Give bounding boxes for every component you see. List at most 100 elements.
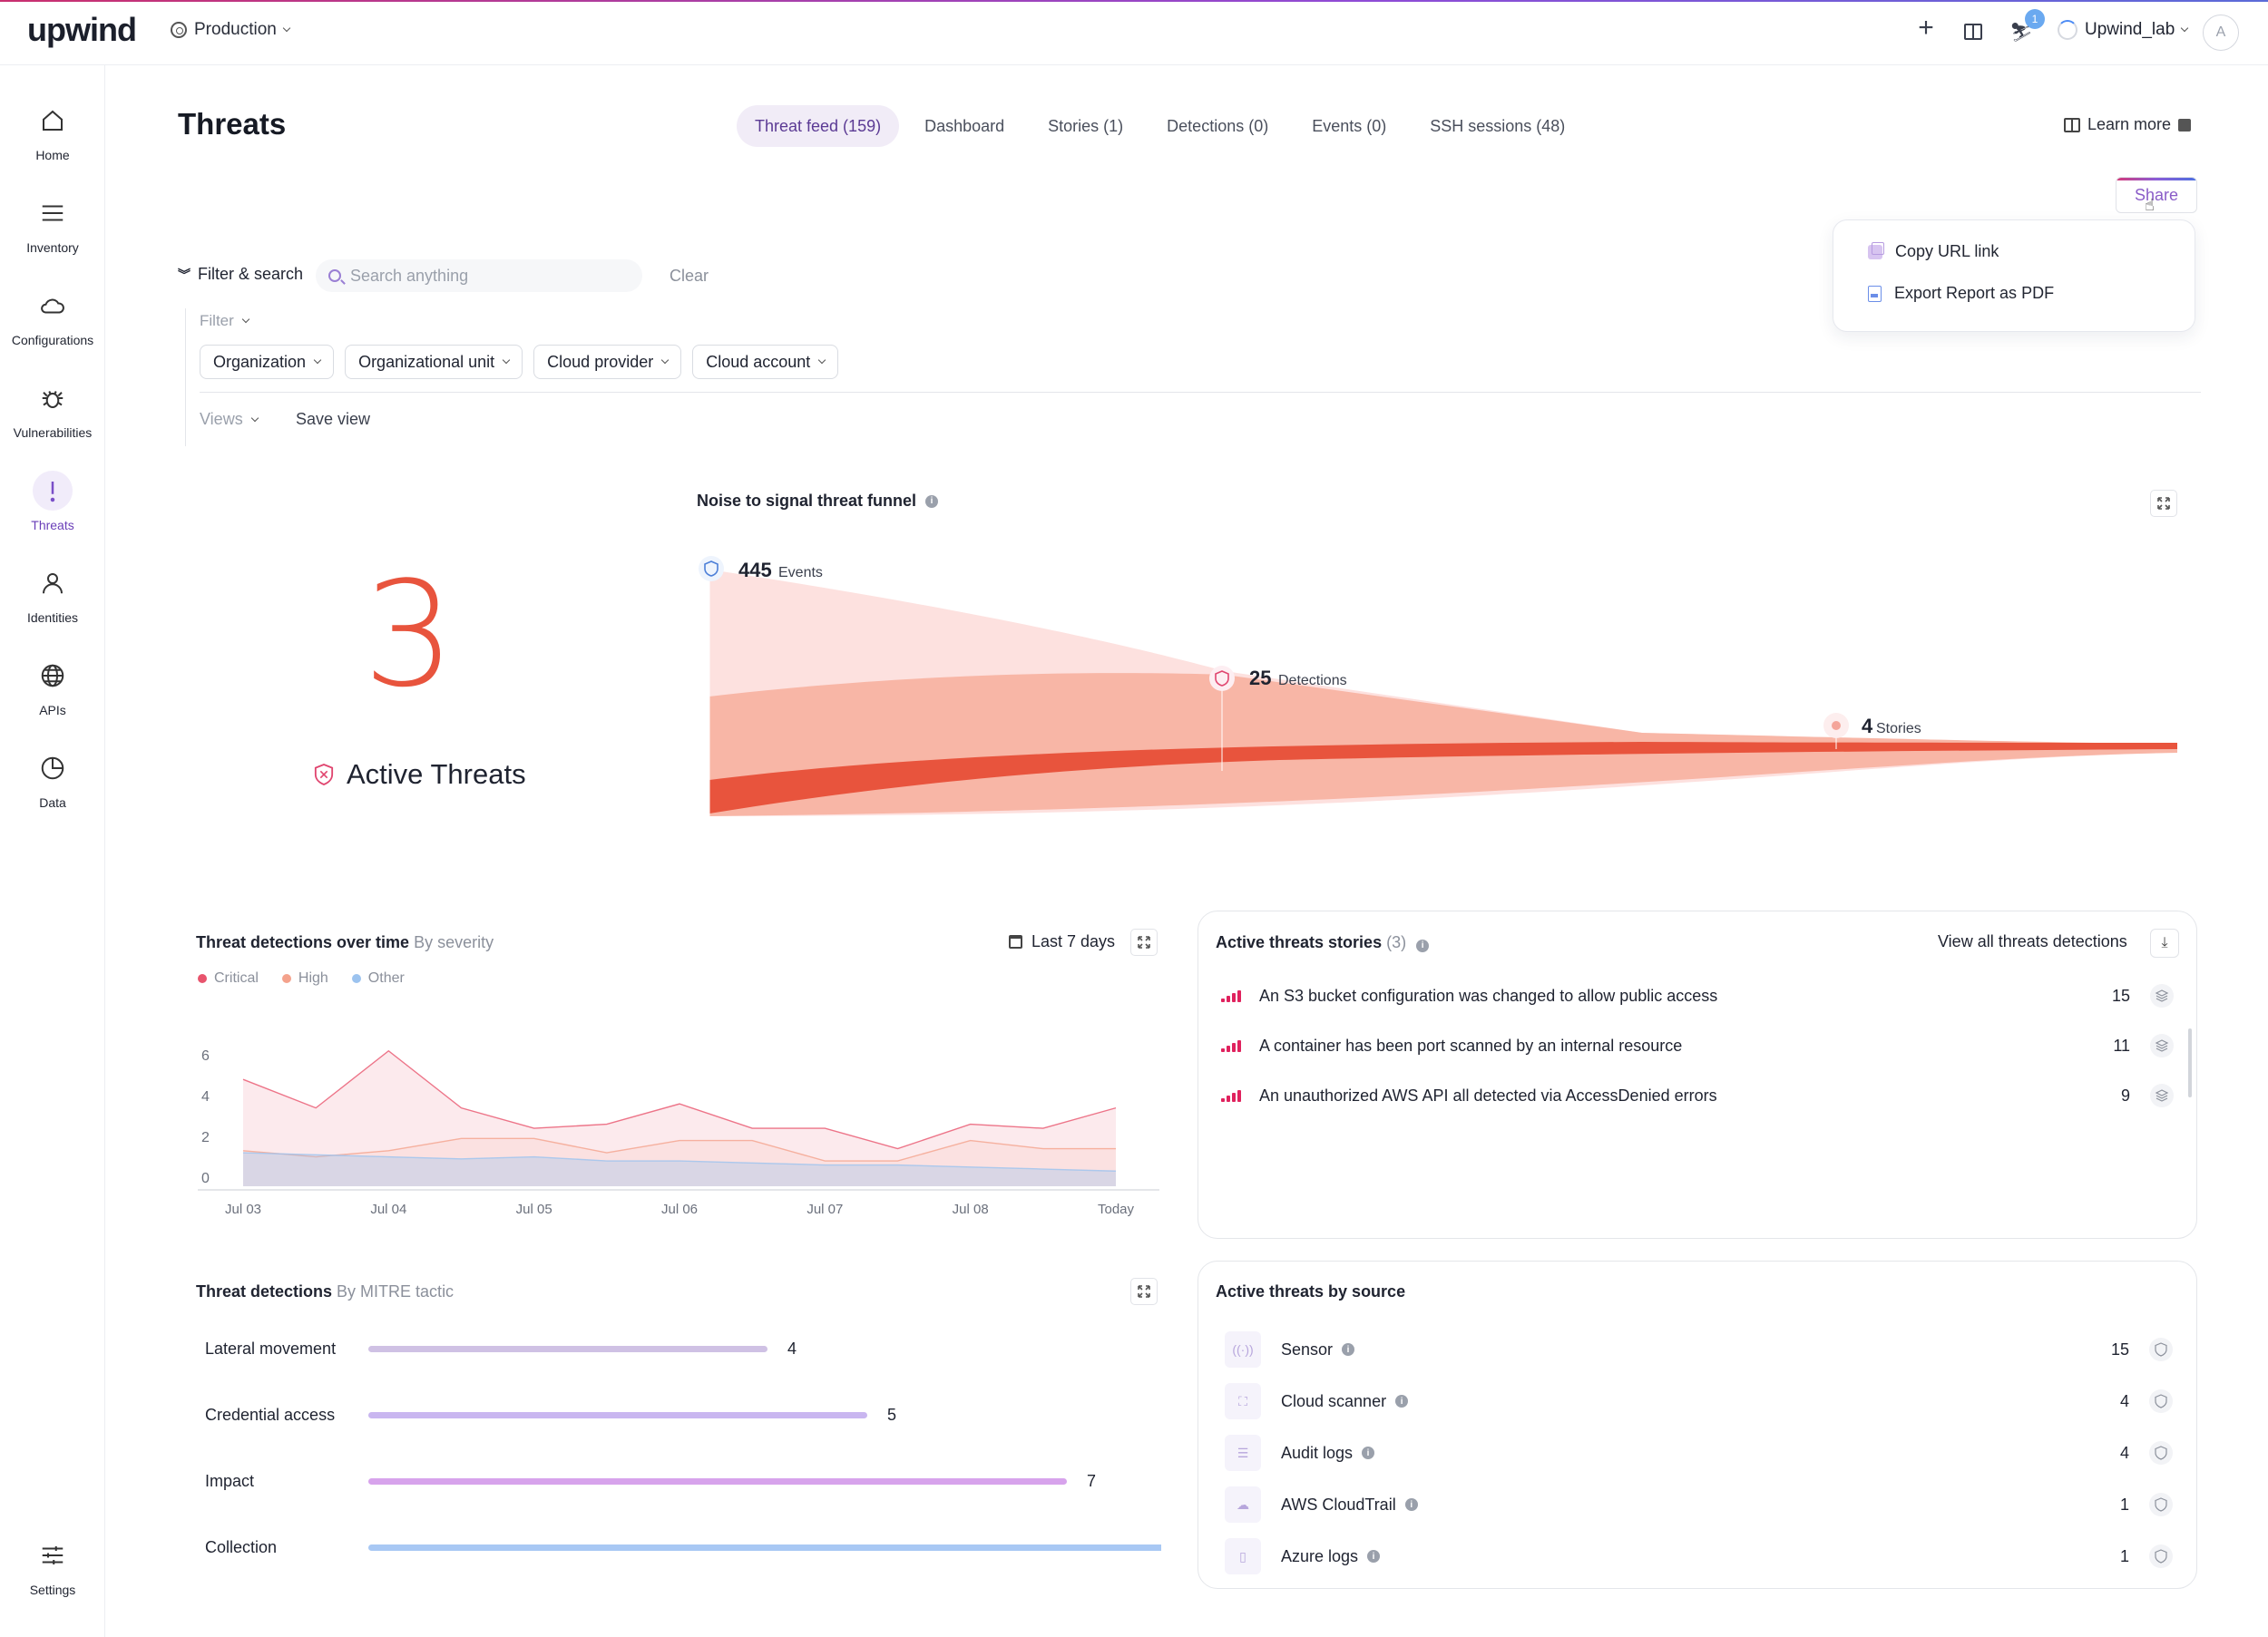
layers-icon[interactable] [2150, 1034, 2174, 1057]
person-icon [33, 563, 73, 603]
bar-value-label: 4 [787, 1340, 797, 1358]
notification-badge: 1 [2025, 9, 2045, 29]
sidebar-item-home[interactable]: Home [0, 91, 105, 172]
info-icon[interactable]: i [925, 494, 939, 508]
info-icon[interactable]: i [1362, 1447, 1375, 1459]
tab-threat-feed[interactable]: Threat feed (159) [737, 105, 900, 147]
learn-more-link[interactable]: Learn more [2064, 115, 2192, 134]
sidebar-item-label: Vulnerabilities [13, 425, 93, 440]
copy-url-menu-item[interactable]: Copy URL link [1868, 241, 1999, 261]
globe-icon [33, 656, 73, 696]
date-range-select[interactable]: Last 7 days [1009, 932, 1115, 951]
chevron-down-icon [818, 356, 826, 365]
source-label: Sensor [1281, 1340, 1334, 1359]
share-button[interactable]: Share [2116, 177, 2197, 213]
funnel-title: Noise to signal threat funnel i [697, 492, 939, 511]
story-row[interactable]: An unauthorized AWS API all detected via… [1221, 1077, 2174, 1114]
story-row[interactable]: An S3 bucket configuration was changed t… [1221, 978, 2174, 1014]
timeline-chart: 6 4 2 0 Jul 03 Jul 04 Jul 05 Jul 06 Jul 07 Jul 08… [198, 1048, 1159, 1217]
source-count: 1 [2119, 1495, 2129, 1514]
sidebar-item-settings[interactable]: Settings [0, 1525, 105, 1607]
log-icon: ☰ [1225, 1435, 1261, 1471]
shield-icon[interactable] [2149, 1441, 2173, 1465]
chip-organizational-unit[interactable]: Organizational unit [345, 345, 523, 379]
notification-icon[interactable]: ⛷ [2009, 22, 2033, 43]
timeline-subtitle: By severity [414, 933, 494, 951]
timeline-expand-button[interactable] [1130, 929, 1158, 956]
tab-stories[interactable]: Stories (1) [1048, 116, 1124, 135]
stories-scrollbar[interactable] [2188, 1028, 2192, 1097]
environment-label: Production [194, 20, 277, 39]
sidebar-item-apis[interactable]: APIs [0, 646, 105, 727]
source-count: 1 [2119, 1546, 2129, 1565]
tab-detections[interactable]: Detections (0) [1167, 116, 1269, 135]
shield-icon[interactable] [2149, 1389, 2173, 1413]
info-icon[interactable]: i [1342, 1343, 1355, 1356]
layers-icon[interactable] [2150, 1084, 2174, 1107]
legend-high[interactable]: High [281, 970, 328, 987]
tab-dashboard[interactable]: Dashboard [924, 116, 1005, 135]
chevron-down-icon [313, 356, 322, 365]
info-icon[interactable]: i [1404, 1498, 1418, 1511]
legend-other[interactable]: Other [351, 970, 405, 987]
chip-cloud-provider[interactable]: Cloud provider [533, 345, 682, 379]
sidebar-item-threats[interactable]: Threats [0, 461, 105, 542]
search-input[interactable] [350, 266, 622, 286]
shield-icon[interactable] [2149, 1493, 2173, 1516]
plus-icon[interactable]: + [1918, 13, 1934, 43]
active-threats-label: Active Threats [314, 758, 526, 791]
source-row-audit-logs[interactable]: ☰ Audit logs i 4 [1225, 1433, 2173, 1473]
tab-events[interactable]: Events (0) [1312, 116, 1387, 135]
layers-icon[interactable] [2150, 984, 2174, 1008]
source-row-sensor[interactable]: ((·)) Sensor i 15 [1225, 1330, 2173, 1369]
sidebar-item-data[interactable]: Data [0, 738, 105, 820]
sidebar-item-vulnerabilities[interactable]: Vulnerabilities [0, 368, 105, 450]
funnel-detections-value: 25 [1249, 667, 1271, 689]
funnel-expand-button[interactable] [2150, 490, 2177, 517]
info-icon[interactable]: i [1416, 939, 1430, 952]
source-row-cloud-scanner[interactable]: ⛶ Cloud scanner i 4 [1225, 1381, 2173, 1421]
tab-ssh-sessions[interactable]: SSH sessions (48) [1430, 116, 1566, 135]
avatar[interactable]: A [2203, 15, 2239, 51]
source-row-aws-cloudtrail[interactable]: ☁ AWS CloudTrail i 1 [1225, 1485, 2173, 1525]
sidebar-item-inventory[interactable]: Inventory [0, 183, 105, 265]
logo[interactable]: upwind [27, 11, 137, 48]
chip-organization[interactable]: Organization [200, 345, 335, 379]
source-row-azure-logs[interactable]: ▯ Azure logs i 1 [1225, 1536, 2173, 1576]
legend-label: Other [367, 970, 405, 986]
view-all-detections-link[interactable]: View all threats detections [1938, 932, 2127, 950]
export-pdf-menu-item[interactable]: Export Report as PDF [1868, 284, 2054, 303]
layout-icon[interactable] [1961, 20, 1985, 44]
mitre-expand-button[interactable] [1130, 1278, 1158, 1305]
shield-icon[interactable] [2149, 1338, 2173, 1361]
sidebar-item-identities[interactable]: Identities [0, 553, 105, 635]
source-name: Cloud scanner i [1281, 1392, 2093, 1411]
sidebar-item-configurations[interactable]: Configurations [0, 276, 105, 357]
info-icon[interactable]: i [1367, 1550, 1381, 1563]
source-count: 4 [2119, 1443, 2129, 1462]
funnel-detections-label: Detections [1278, 673, 1347, 688]
sources-title: Active threats by source [1216, 1282, 1406, 1301]
accent-line [0, 0, 2268, 2]
clear-button[interactable]: Clear [670, 267, 709, 285]
source-label: Cloud scanner [1281, 1391, 1387, 1410]
info-icon[interactable]: i [1395, 1395, 1409, 1408]
views-dropdown[interactable]: Views [200, 410, 259, 429]
chevron-down-icon [502, 356, 511, 365]
chip-label: Cloud provider [547, 352, 654, 371]
filter-dropdown[interactable]: Filter [200, 312, 250, 330]
org-select[interactable]: Upwind_lab [2058, 20, 2189, 40]
active-threats-count: 3 [363, 550, 455, 719]
shield-icon[interactable] [2149, 1544, 2173, 1568]
environment-select[interactable]: Production [171, 20, 291, 40]
download-button[interactable]: ⤓ [2150, 929, 2179, 958]
story-row[interactable]: A container has been port scanned by an … [1221, 1028, 2174, 1064]
legend-critical[interactable]: Critical [198, 970, 259, 987]
chip-cloud-account[interactable]: Cloud account [692, 345, 839, 379]
filter-toggle[interactable]: ︾ Filter & search [178, 265, 303, 284]
filter-chips: Organization Organizational unit Cloud p… [200, 345, 839, 379]
chip-label: Cloud account [706, 352, 811, 371]
funnel-title-text: Noise to signal threat funnel [697, 492, 917, 510]
save-view-button[interactable]: Save view [296, 410, 371, 428]
views-label: Views [200, 410, 243, 428]
